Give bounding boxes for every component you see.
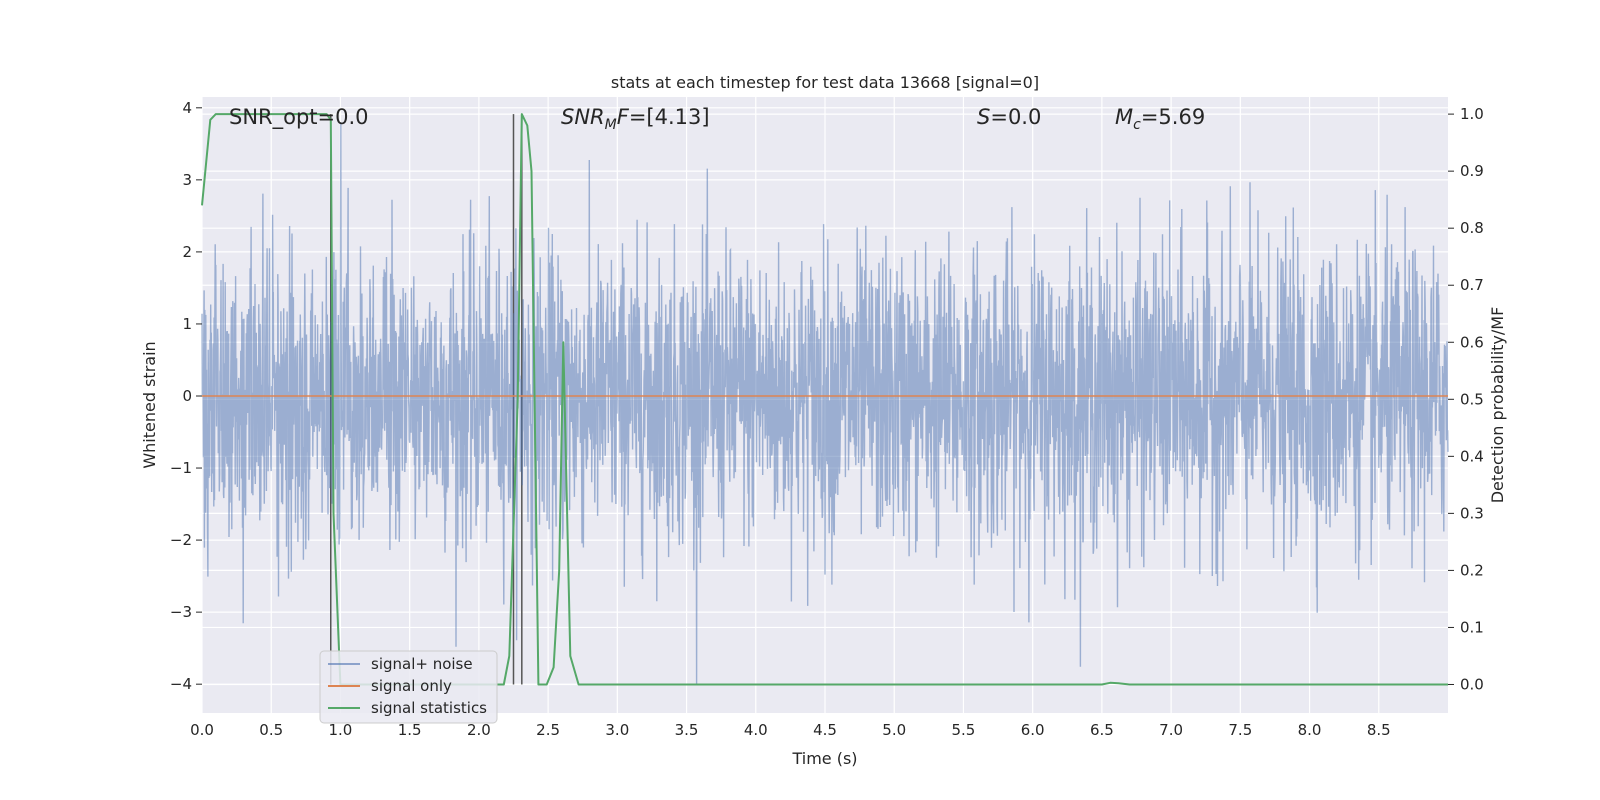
y-tick-label: 3 bbox=[182, 171, 192, 189]
legend-box bbox=[319, 650, 498, 724]
y2-axis-ticks: 1.0 0.9 0.8 0.7 0.6 0.5 0.4 0.3 0.2 0.1 0.0 bbox=[1448, 105, 1484, 693]
x-tick-label: 2.5 bbox=[536, 721, 560, 739]
x-tick-label: 6.5 bbox=[1090, 721, 1114, 739]
x-tick-label: 4.5 bbox=[813, 721, 837, 739]
annotation-mc-symbol: M bbox=[1115, 105, 1133, 129]
x-tick-label: 4.0 bbox=[744, 721, 768, 739]
legend-label-signal-noise: signal+ noise bbox=[371, 655, 473, 673]
annotation-snr-mf-f: F bbox=[617, 105, 630, 129]
y-tick-label: −4 bbox=[170, 675, 192, 693]
annotation-snr-mf-sub: M bbox=[605, 117, 617, 133]
x-axis-ticks: 0.0 0.5 1.0 1.5 2.0 2.5 3.0 3.5 4.0 4.5 5.0 5.5 6.0 6… bbox=[190, 721, 1391, 739]
x-tick-label: 8.5 bbox=[1367, 721, 1391, 739]
x-tick-label: 1.0 bbox=[329, 721, 353, 739]
y2-tick-label: 0.0 bbox=[1460, 675, 1484, 693]
x-tick-label: 3.5 bbox=[675, 721, 699, 739]
y-tick-label: 1 bbox=[182, 315, 192, 333]
y2-tick-label: 0.7 bbox=[1460, 276, 1484, 294]
annotation-snr-mf-base: SNR bbox=[561, 105, 605, 129]
y-tick-label: −2 bbox=[170, 531, 192, 549]
x-tick-label: 5.5 bbox=[952, 721, 976, 739]
y-tick-label: 2 bbox=[182, 243, 192, 261]
legend-label-signal-only: signal only bbox=[371, 677, 452, 695]
annotation-mc: Mc=5.69 bbox=[1115, 105, 1205, 133]
y-axis-label: Whitened strain bbox=[140, 341, 159, 468]
signal-statistics-line bbox=[201, 113, 1448, 686]
y-tick-label: 0 bbox=[182, 387, 192, 405]
legend-label-signal-statistics: signal statistics bbox=[371, 699, 487, 717]
x-tick-label: 8.0 bbox=[1298, 721, 1322, 739]
y-axis-ticks: 4 3 2 1 0 −1 −2 −3 −4 bbox=[170, 99, 202, 693]
y-tick-label: −1 bbox=[170, 459, 192, 477]
x-tick-label: 7.0 bbox=[1159, 721, 1183, 739]
x-tick-label: 0.0 bbox=[190, 721, 214, 739]
y2-tick-label: 0.5 bbox=[1460, 390, 1484, 408]
y2-tick-label: 0.2 bbox=[1460, 561, 1484, 579]
y2-tick-label: 0.8 bbox=[1460, 219, 1484, 237]
y2-tick-label: 1.0 bbox=[1460, 105, 1484, 123]
annotation-s-value: =0.0 bbox=[990, 105, 1041, 129]
annotation-mc-value: =5.69 bbox=[1141, 105, 1205, 129]
annotation-s: S=0.0 bbox=[977, 105, 1041, 129]
annotation-mc-sub: c bbox=[1133, 117, 1141, 133]
x-tick-label: 1.5 bbox=[398, 721, 422, 739]
annotation-s-symbol: S bbox=[977, 105, 990, 129]
annotation-snr-mf-value: =[4.13] bbox=[629, 105, 710, 129]
y2-tick-label: 0.3 bbox=[1460, 504, 1484, 522]
legend: signal+ noise signal only signal statist… bbox=[319, 650, 498, 724]
y2-tick-label: 0.9 bbox=[1460, 162, 1484, 180]
signal-noise-line bbox=[201, 122, 1449, 685]
x-tick-label: 3.0 bbox=[605, 721, 629, 739]
signal-statistics-series bbox=[201, 113, 1448, 686]
signal-noise-series bbox=[201, 122, 1449, 685]
x-tick-label: 5.0 bbox=[882, 721, 906, 739]
annotation-snr-opt: SNR_opt=0.0 bbox=[229, 105, 369, 130]
annotation-snr-mf: SNRMF=[4.13] bbox=[561, 105, 710, 133]
chart-title: stats at each timestep for test data 136… bbox=[611, 73, 1039, 92]
y-tick-label: 4 bbox=[182, 99, 192, 117]
x-axis-label: Time (s) bbox=[791, 749, 857, 768]
x-tick-label: 6.0 bbox=[1021, 721, 1045, 739]
y-tick-label: −3 bbox=[170, 603, 192, 621]
x-tick-label: 7.5 bbox=[1228, 721, 1252, 739]
y2-tick-label: 0.4 bbox=[1460, 447, 1484, 465]
y2-tick-label: 0.6 bbox=[1460, 333, 1484, 351]
x-tick-label: 0.5 bbox=[259, 721, 283, 739]
y2-axis-label: Detection probability/MF bbox=[1488, 307, 1507, 504]
y2-tick-label: 0.1 bbox=[1460, 618, 1484, 636]
x-tick-label: 2.0 bbox=[467, 721, 491, 739]
